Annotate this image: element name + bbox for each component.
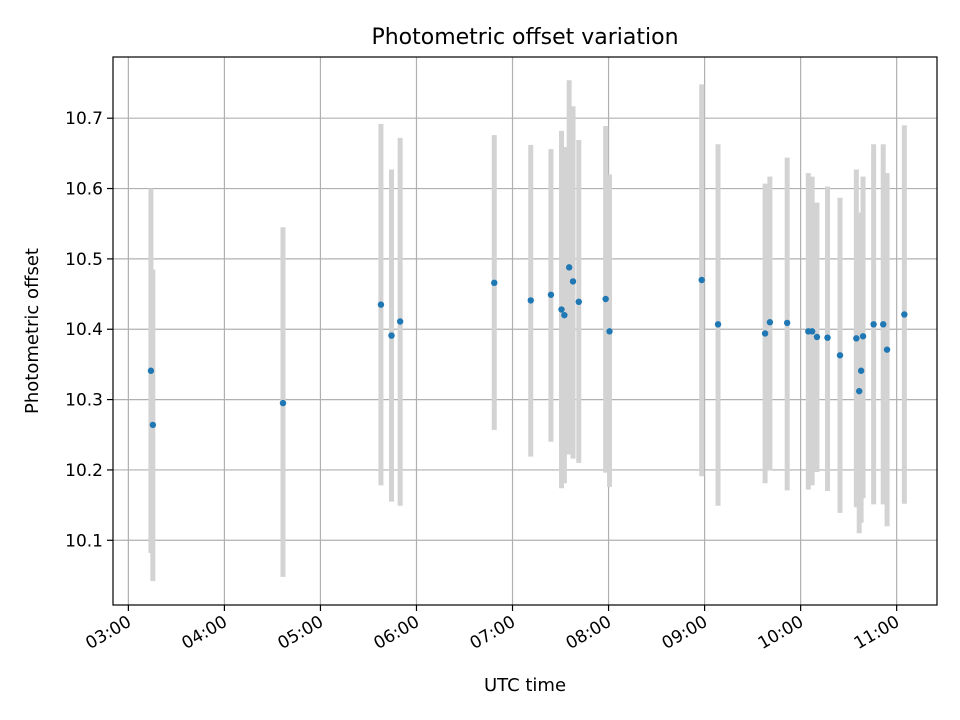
data-point xyxy=(575,298,582,306)
y-tick-label: 10.7 xyxy=(65,109,103,129)
data-point xyxy=(606,328,613,335)
y-tick-label: 10.2 xyxy=(65,461,103,481)
data-point xyxy=(147,367,155,374)
data-point xyxy=(569,278,577,285)
y-tick-label: 10.6 xyxy=(65,180,103,200)
y-tick-label: 10.4 xyxy=(65,320,103,340)
data-point xyxy=(396,318,404,325)
data-point xyxy=(813,333,821,341)
chart-title: Photometric offset variation xyxy=(371,25,678,50)
data-point xyxy=(859,333,867,340)
data-point xyxy=(808,328,816,335)
grid xyxy=(113,57,937,605)
data-point xyxy=(377,301,385,308)
data-point xyxy=(766,319,774,326)
y-axis-ticks: 10.1 10.2 10.3 10.4 10.5 10.6 10.7 xyxy=(65,109,113,551)
data-point xyxy=(547,291,555,298)
data-point xyxy=(714,321,722,328)
data-point xyxy=(883,346,891,353)
y-tick-label: 10.5 xyxy=(65,250,103,270)
data-point xyxy=(388,332,395,339)
data-point xyxy=(857,367,865,374)
y-tick-label: 10.3 xyxy=(65,391,103,411)
data-point xyxy=(880,321,887,328)
data-point xyxy=(761,330,769,337)
x-axis-label: UTC time xyxy=(484,675,566,696)
plot-frame xyxy=(112,56,938,606)
data-point xyxy=(901,311,908,318)
data-point xyxy=(527,297,534,304)
data-point xyxy=(783,319,791,327)
data-point xyxy=(870,321,877,328)
data-markers xyxy=(147,264,908,429)
data-point xyxy=(856,387,863,395)
data-point xyxy=(853,335,860,342)
data-point xyxy=(561,311,568,319)
data-point xyxy=(279,399,287,407)
data-point xyxy=(149,421,157,429)
y-axis-label: Photometric offset xyxy=(22,248,43,414)
data-point xyxy=(558,306,565,313)
data-point xyxy=(824,334,831,341)
data-point xyxy=(565,264,573,271)
y-tick-label: 10.1 xyxy=(65,531,103,551)
data-point xyxy=(698,276,705,284)
data-point xyxy=(491,279,498,287)
data-point xyxy=(836,352,844,359)
data-point xyxy=(602,295,609,303)
